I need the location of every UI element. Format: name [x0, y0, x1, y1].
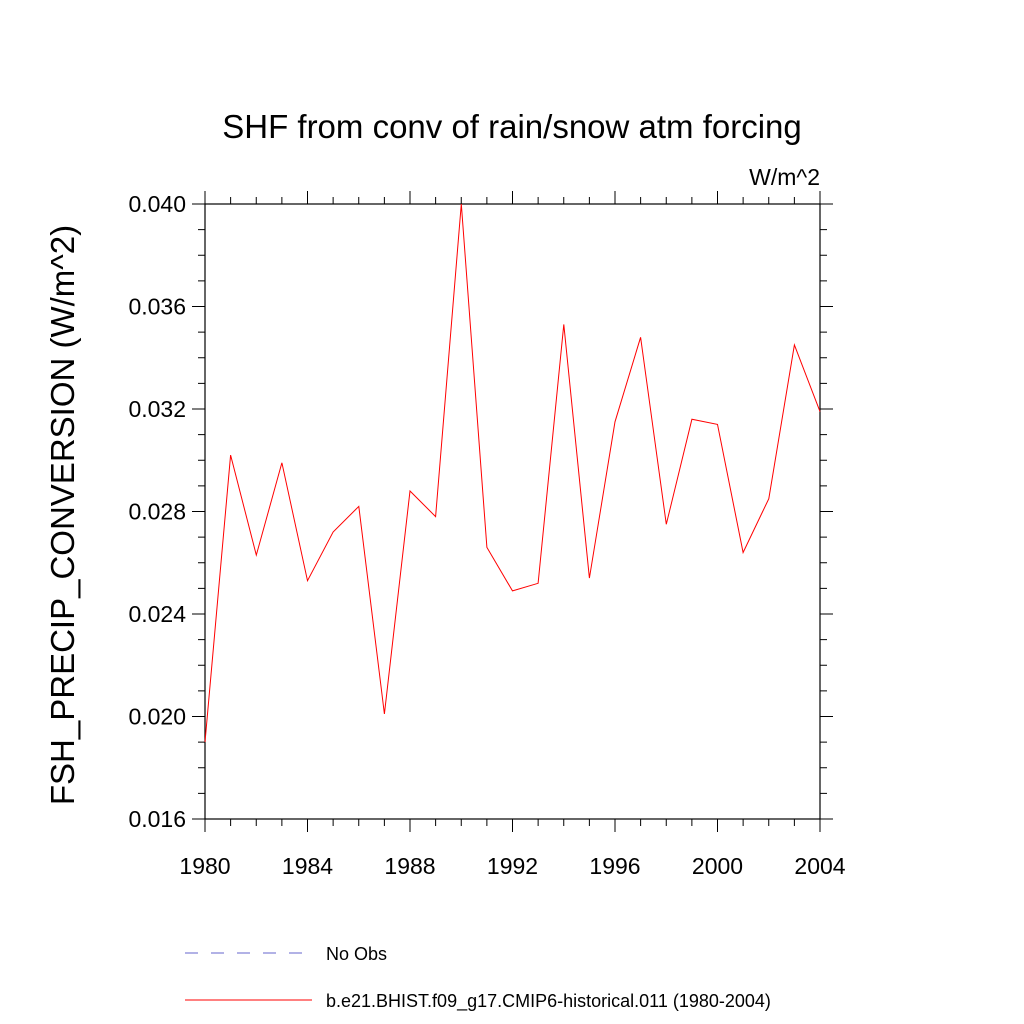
- y-tick-label: 0.040: [128, 191, 186, 217]
- x-tick-label: 2000: [692, 853, 743, 879]
- x-tick-label: 1980: [179, 853, 230, 879]
- legend-label-no-obs: No Obs: [326, 944, 387, 964]
- x-tick-label: 1992: [487, 853, 538, 879]
- x-tick-label: 2004: [794, 853, 845, 879]
- y-tick-label: 0.032: [128, 396, 186, 422]
- y-axis: 0.016 0.020 0.024 0.028 0.032 0.036 0.040: [128, 191, 833, 832]
- y-tick-label: 0.036: [128, 294, 186, 320]
- series-layer: [204, 203, 821, 743]
- legend-label-series: b.e21.BHIST.f09_g17.CMIP6-historical.011…: [326, 991, 771, 1012]
- legend: No Obs b.e21.BHIST.f09_g17.CMIP6-histori…: [185, 944, 771, 1012]
- y-axis-label: FSH_PRECIP_CONVERSION (W/m^2): [44, 225, 81, 805]
- units-label: W/m^2: [749, 164, 820, 190]
- plot-frame: [204, 203, 821, 820]
- y-tick-label: 0.016: [128, 806, 186, 832]
- x-axis: 1980 1984 1988 1992 1996 2000 2004: [179, 191, 846, 879]
- y-tick-label: 0.024: [128, 601, 186, 627]
- series-line: [204, 203, 821, 743]
- chart-title: SHF from conv of rain/snow atm forcing: [222, 108, 802, 145]
- x-tick-label: 1988: [384, 853, 435, 879]
- y-tick-label: 0.028: [128, 499, 186, 525]
- x-tick-label: 1996: [589, 853, 640, 879]
- x-tick-label: 1984: [282, 853, 333, 879]
- y-tick-label: 0.020: [128, 704, 186, 730]
